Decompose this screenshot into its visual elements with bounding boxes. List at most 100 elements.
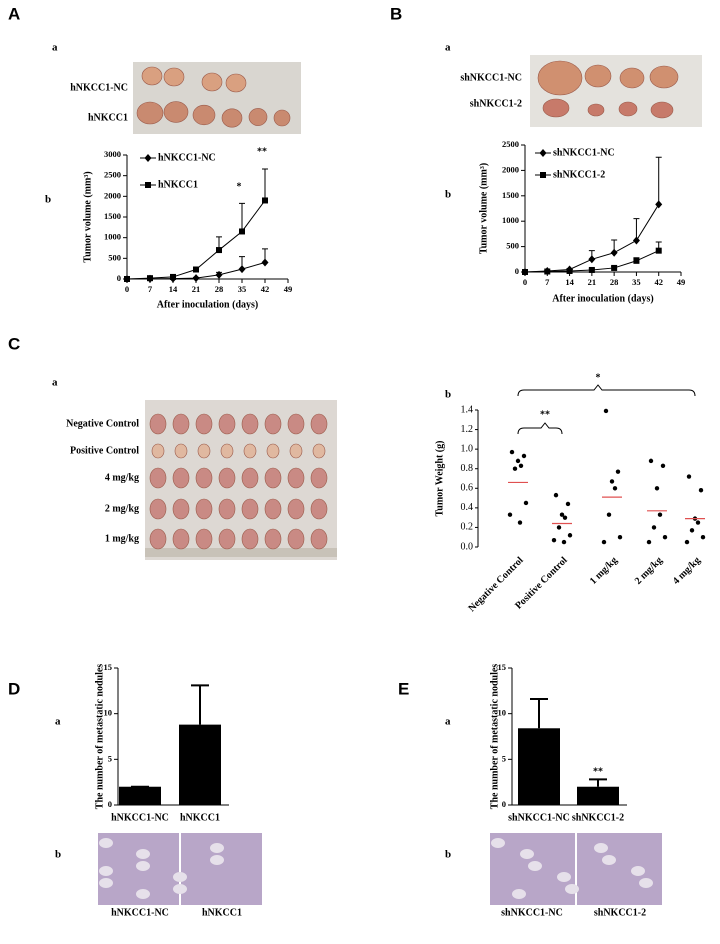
dot <box>684 539 690 545</box>
annotation: * <box>237 181 242 192</box>
x-tick-label: 28 <box>215 284 224 294</box>
y-axis-label: Tumor volume (mm³) <box>82 171 93 262</box>
y-tick-label: 0 <box>502 799 506 809</box>
y-tick-label: 1.4 <box>461 404 474 415</box>
dot <box>657 512 663 517</box>
x-tick-label: 49 <box>284 284 293 294</box>
error-bar <box>655 156 662 205</box>
photo-label: hNKCC1-NC <box>70 82 128 93</box>
dot <box>700 535 706 540</box>
dot <box>562 515 568 520</box>
marker <box>192 274 200 283</box>
alveolus <box>557 872 571 882</box>
marker <box>170 273 176 280</box>
dot <box>689 528 695 533</box>
marker <box>261 258 269 267</box>
tumor <box>192 104 216 126</box>
tumor <box>649 65 679 89</box>
photo-label: shNKCC1-2 <box>594 907 646 918</box>
dot <box>518 463 524 468</box>
marker <box>588 255 596 264</box>
dot <box>507 512 513 517</box>
panel-part: b <box>45 194 51 206</box>
tumor <box>542 98 570 118</box>
y-tick-label: 2500 <box>502 139 519 149</box>
dot <box>512 466 518 471</box>
photo-label: Positive Control <box>70 445 139 456</box>
y-tick-label: 0.2 <box>461 522 474 533</box>
dot <box>556 525 562 530</box>
error-bar <box>239 202 245 232</box>
tumor <box>587 103 605 117</box>
tumor <box>264 528 282 550</box>
tumor <box>172 498 190 520</box>
marker <box>147 275 153 282</box>
photo-label: shNKCC1-NC <box>501 907 563 918</box>
x-tick-label: 0 <box>125 284 129 294</box>
dot <box>695 520 701 525</box>
marker <box>144 154 152 162</box>
tumor <box>225 73 247 93</box>
y-axis-label: Tumor Weight (g) <box>434 441 445 517</box>
alveolus <box>136 889 150 899</box>
tumor <box>163 101 189 123</box>
panel-letter: B <box>390 4 402 23</box>
tumor <box>248 108 268 126</box>
y-tick-label: 0 <box>515 266 519 276</box>
marker <box>632 236 640 245</box>
x-tick-label: hNKCC1-NC <box>111 812 169 823</box>
y-tick-label: 2000 <box>502 164 519 174</box>
annotation: * <box>596 372 601 383</box>
alveolus <box>565 884 579 894</box>
x-tick-label: 21 <box>192 284 201 294</box>
panel-part: b <box>445 849 451 861</box>
panel-letter: C <box>8 334 20 353</box>
ruler <box>145 548 337 557</box>
tumor <box>650 101 674 119</box>
alveolus <box>631 866 645 876</box>
x-tick-label: 35 <box>238 284 247 294</box>
error-bar <box>191 684 209 725</box>
alveolus <box>491 838 505 848</box>
dot <box>686 474 692 479</box>
panel-part: a <box>52 42 58 54</box>
tumor <box>619 67 645 89</box>
tumor <box>195 467 213 489</box>
dot <box>523 500 529 506</box>
tumor <box>241 467 259 489</box>
marker <box>633 257 640 264</box>
marker <box>540 172 546 178</box>
alveolus <box>594 843 608 853</box>
tumor <box>241 413 259 435</box>
y-tick-label: 2500 <box>104 170 121 180</box>
bar <box>518 728 560 805</box>
tumor <box>201 72 223 92</box>
alveolus <box>528 861 542 871</box>
tumor <box>310 467 328 489</box>
y-axis-label: The number of metastatic nodules <box>94 664 105 809</box>
tumor <box>584 64 612 88</box>
dot <box>617 535 623 540</box>
tumor <box>172 528 190 550</box>
bar <box>119 786 161 805</box>
tumor <box>241 528 259 550</box>
alveolus <box>173 884 187 894</box>
tumor <box>151 443 165 459</box>
y-tick-label: 0 <box>108 799 112 809</box>
x-tick-label: 4 mg/kg <box>671 555 703 587</box>
x-tick-label: hNKCC1 <box>180 812 220 823</box>
photo-label: shNKCC1-2 <box>470 98 522 109</box>
alveolus <box>99 838 113 848</box>
marker <box>238 265 246 274</box>
x-tick-label: 0 <box>523 277 527 287</box>
tumor <box>618 101 638 117</box>
alveolus <box>602 855 616 865</box>
marker <box>610 248 618 257</box>
tumor <box>195 413 213 435</box>
tumor <box>218 413 236 435</box>
dot <box>521 453 527 459</box>
alveolus <box>210 843 224 853</box>
dot <box>662 535 668 540</box>
dot <box>606 512 612 517</box>
alveolus <box>173 872 187 882</box>
